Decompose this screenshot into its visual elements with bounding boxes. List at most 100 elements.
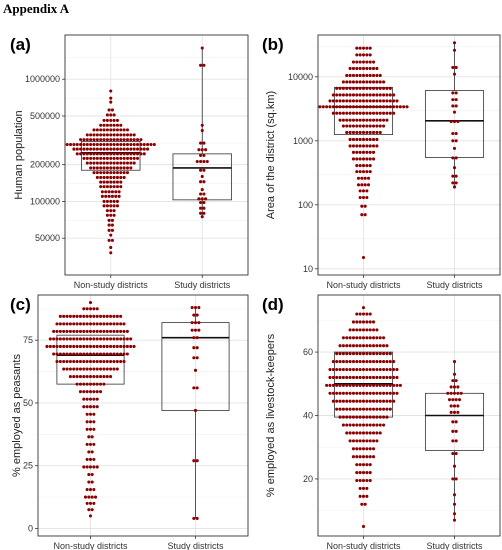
data-point xyxy=(85,501,89,505)
data-point xyxy=(190,321,194,325)
data-point xyxy=(368,391,372,395)
data-point xyxy=(72,344,76,349)
data-point xyxy=(365,66,369,71)
data-point xyxy=(75,322,79,326)
data-point xyxy=(115,352,119,356)
data-point xyxy=(199,192,203,196)
data-point xyxy=(351,431,356,435)
data-point xyxy=(115,359,119,364)
data-point xyxy=(72,352,76,356)
data-point xyxy=(99,152,103,156)
data-point xyxy=(202,192,206,196)
data-point xyxy=(351,423,356,427)
data-point xyxy=(361,66,366,71)
data-point xyxy=(385,93,389,97)
data-point xyxy=(99,185,103,189)
data-point xyxy=(109,375,113,379)
data-point xyxy=(102,128,106,132)
data-point xyxy=(351,130,356,135)
data-point xyxy=(385,383,389,387)
data-point xyxy=(358,118,362,122)
data-point xyxy=(351,60,356,64)
data-point xyxy=(115,128,119,132)
data-point xyxy=(102,152,106,156)
data-point xyxy=(72,337,76,341)
data-point xyxy=(331,383,335,387)
data-point xyxy=(92,142,96,147)
data-point xyxy=(192,386,196,390)
data-point xyxy=(361,93,366,97)
data-point xyxy=(358,66,362,71)
data-point xyxy=(365,383,369,387)
data-point xyxy=(375,80,379,84)
data-point xyxy=(115,337,119,341)
data-point xyxy=(109,314,113,318)
data-point xyxy=(125,138,130,142)
data-point xyxy=(119,171,123,175)
data-point xyxy=(375,375,379,379)
data-point xyxy=(328,105,332,109)
data-point xyxy=(102,337,106,341)
data-point xyxy=(99,171,103,175)
data-point xyxy=(355,170,359,174)
data-point xyxy=(92,156,96,160)
data-point xyxy=(341,391,345,395)
data-point xyxy=(452,404,457,408)
data-point xyxy=(85,344,89,349)
data-point xyxy=(109,213,113,217)
data-point xyxy=(365,439,369,443)
data-point xyxy=(199,159,203,164)
data-point xyxy=(338,344,342,348)
data-point xyxy=(378,352,382,356)
data-point xyxy=(372,455,376,459)
data-point xyxy=(331,111,335,115)
data-point xyxy=(199,153,203,157)
data-point xyxy=(382,415,386,419)
data-point xyxy=(102,171,106,175)
data-point xyxy=(105,156,109,160)
data-point xyxy=(385,391,389,395)
data-point xyxy=(197,321,201,325)
data-point xyxy=(348,399,352,403)
data-point xyxy=(355,399,359,403)
data-point xyxy=(345,124,349,128)
data-point xyxy=(112,209,116,213)
data-point xyxy=(361,189,366,193)
data-point xyxy=(378,407,382,411)
data-point xyxy=(88,337,93,341)
data-point xyxy=(99,359,103,364)
data-point xyxy=(368,320,372,324)
data-point xyxy=(115,204,119,208)
data-point xyxy=(385,399,389,403)
data-point xyxy=(95,367,99,371)
data-point xyxy=(92,405,96,409)
data-point xyxy=(99,329,103,333)
data-point xyxy=(361,99,366,103)
data-point xyxy=(104,190,108,194)
data-point xyxy=(351,137,356,141)
data-point xyxy=(378,399,382,403)
data-point xyxy=(107,194,111,198)
data-point xyxy=(95,142,99,147)
data-point xyxy=(58,329,62,333)
data-point xyxy=(361,367,366,372)
data-point xyxy=(195,459,199,463)
data-point xyxy=(204,197,208,201)
data-point xyxy=(454,65,458,70)
data-point xyxy=(451,398,455,402)
data-point xyxy=(338,111,342,115)
data-point xyxy=(372,447,376,451)
data-point xyxy=(115,123,119,127)
data-point xyxy=(89,138,93,142)
data-point xyxy=(142,147,146,151)
data-point xyxy=(382,391,386,395)
data-point xyxy=(338,118,342,122)
data-point xyxy=(365,73,369,77)
data-point xyxy=(378,431,382,435)
data-point xyxy=(62,329,66,333)
data-point xyxy=(122,142,126,147)
data-point xyxy=(341,111,345,115)
data-point xyxy=(335,111,339,115)
data-point xyxy=(92,161,96,165)
data-point xyxy=(85,322,89,326)
